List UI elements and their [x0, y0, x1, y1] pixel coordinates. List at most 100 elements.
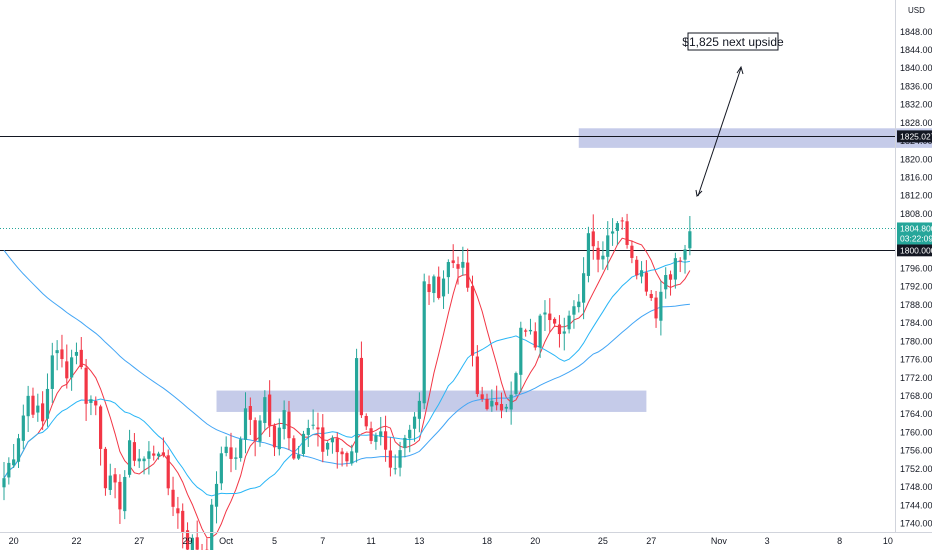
zone-1[interactable] — [216, 390, 647, 412]
moving-average-8 — [3, 237, 691, 539]
candle — [326, 441, 330, 456]
candle — [94, 396, 98, 416]
candle — [403, 434, 407, 458]
candle — [514, 371, 518, 396]
candle — [538, 313, 542, 358]
candle — [369, 421, 373, 445]
candle — [7, 457, 11, 485]
candle-body — [683, 249, 687, 260]
moving-average-50 — [3, 250, 690, 465]
candle-body — [567, 315, 571, 330]
candle-body — [118, 481, 122, 510]
moving-average-20 — [3, 260, 690, 497]
y-axis[interactable]: 1740.000 1744.000 1748.000 1752.000 1756.000… — [900, 27, 932, 529]
candle-body — [41, 403, 45, 422]
candle-body — [99, 406, 103, 449]
candle — [475, 345, 479, 397]
candle-body — [649, 293, 653, 299]
candle — [123, 470, 127, 520]
candle-body — [316, 427, 320, 430]
candle-body — [248, 406, 252, 420]
candle-body — [354, 358, 359, 453]
candle — [321, 414, 325, 463]
candle — [490, 389, 494, 412]
candle-body — [485, 398, 489, 410]
candle — [562, 317, 566, 351]
candle — [364, 413, 368, 430]
candle-body — [470, 286, 475, 356]
candle — [504, 403, 508, 413]
candle-body — [678, 260, 682, 262]
candle-body — [495, 402, 499, 406]
candle — [683, 244, 687, 274]
y-tick-label: 1844.000 — [900, 45, 932, 55]
price-badge-label: 1800.000 — [900, 245, 932, 255]
candle — [591, 214, 595, 260]
candle-body — [224, 446, 228, 453]
candle — [470, 275, 475, 367]
candle-body — [190, 537, 194, 550]
y-tick-label: 1748.000 — [900, 482, 932, 492]
candle-body — [282, 410, 286, 430]
candle — [393, 454, 397, 475]
candle-body — [12, 459, 16, 466]
candle — [268, 380, 272, 437]
candle-body — [668, 274, 673, 280]
candle-body — [94, 401, 98, 406]
y-tick-label: 1776.000 — [900, 355, 932, 365]
candle — [528, 318, 533, 335]
price-badge-label: 1825.027 — [900, 131, 932, 141]
candle-body — [417, 400, 421, 419]
candle-body — [176, 508, 180, 514]
y-tick-label: 1812.000 — [900, 191, 932, 201]
x-tick-label: 13 — [414, 536, 424, 546]
candle-body — [456, 264, 460, 269]
candle — [606, 221, 610, 271]
candle — [219, 446, 223, 491]
candle — [466, 248, 470, 292]
candle-body — [127, 440, 132, 475]
candle — [625, 213, 629, 249]
candle-body — [287, 411, 291, 439]
candle — [456, 256, 460, 285]
y-tick-label: 1756.000 — [900, 446, 932, 456]
zone-0[interactable] — [578, 128, 932, 148]
candle-body — [562, 331, 566, 334]
x-tick-label: Nov — [711, 536, 728, 546]
y-tick-label: 1828.000 — [900, 118, 932, 128]
candle — [533, 322, 537, 351]
candle-body — [89, 399, 93, 403]
candle — [248, 397, 252, 435]
candle-body — [606, 235, 610, 257]
currency-label: USD — [908, 6, 925, 15]
candle — [668, 270, 673, 296]
candle — [65, 344, 69, 389]
candle — [354, 348, 359, 463]
candle-body — [306, 427, 310, 435]
y-tick-label: 1760.000 — [900, 427, 932, 437]
x-tick-label: 5 — [272, 536, 277, 546]
candle-body — [528, 329, 533, 332]
y-tick-label: 1832.000 — [900, 100, 932, 110]
candle — [55, 340, 59, 371]
annotation[interactable]: $1,825 next upside — [682, 32, 784, 198]
candle-body — [161, 452, 165, 456]
y-tick-label: 1744.000 — [900, 500, 932, 510]
candle-body — [277, 427, 281, 450]
annotation-text: $1,825 next upside — [682, 35, 784, 49]
candle-body — [297, 454, 301, 459]
candle-body — [446, 262, 450, 278]
candle — [224, 436, 228, 457]
candle-body — [147, 451, 151, 459]
candle — [567, 310, 571, 334]
annotation-box[interactable] — [687, 32, 779, 51]
x-tick-label: 18 — [482, 536, 492, 546]
candle — [359, 341, 364, 418]
x-axis[interactable]: 20 22 27 29 Oct 5 7 11 13 18 20 25 27 Nov 3 8 10 — [9, 536, 893, 546]
candle-body — [195, 537, 199, 550]
candle — [229, 432, 233, 473]
candle-body — [625, 221, 629, 245]
x-tick-label: 20 — [530, 536, 540, 546]
x-tick-label: 10 — [883, 536, 893, 546]
